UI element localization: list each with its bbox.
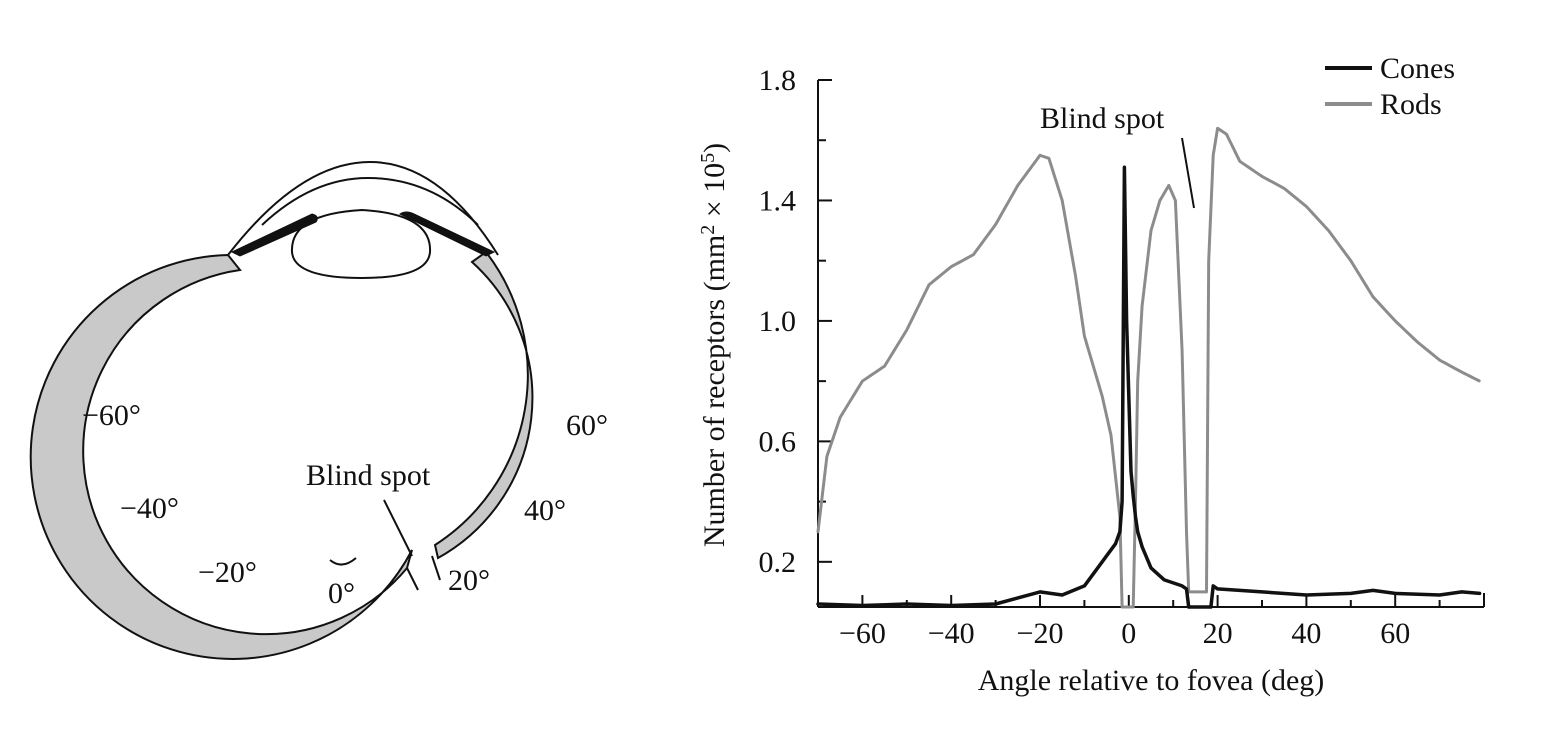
x-tick-label: 60 — [1380, 617, 1410, 650]
y-axis-label-sup1: 2 — [697, 225, 719, 235]
y-tick-label: 1.0 — [759, 305, 797, 338]
y-tick-label: 0.6 — [759, 425, 797, 458]
series-line-rods — [816, 126, 1482, 609]
lens — [290, 208, 432, 280]
eye-label-pos60: 60° — [566, 409, 608, 442]
y-tick-label: 1.8 — [759, 64, 797, 97]
y-axis-label-sup2: 5 — [697, 153, 719, 163]
y-axis-label-end: ) — [698, 143, 731, 153]
eye-label-neg40: −40° — [120, 492, 179, 525]
retina-band — [29, 253, 413, 660]
eye-label-pos40: 40° — [524, 494, 566, 527]
x-tick-label: −20 — [1017, 617, 1064, 650]
legend: Cones Rods — [1325, 52, 1455, 121]
cornea-inner — [261, 176, 479, 226]
fovea-dip — [329, 557, 357, 566]
eye-label-neg60: −60° — [82, 399, 141, 432]
y-axis-label: Number of receptors (mm2 × 105) — [697, 143, 731, 547]
series-layer — [816, 126, 1482, 609]
y-axis-label-main: Number of receptors (mm — [698, 235, 731, 547]
y-tick-label: 0.2 — [759, 546, 797, 579]
y-tick-label: 1.4 — [759, 184, 797, 217]
y-axis-label-mid: × 10 — [698, 163, 731, 225]
eye-diagram: −60° −40° −20° 0° 20° 40° 60° Blind spot — [29, 160, 608, 660]
x-tick-label: 40 — [1291, 617, 1321, 650]
legend-label-cones: Cones — [1380, 52, 1455, 85]
optic-nerve-line-left — [406, 567, 419, 591]
chart-axes — [817, 80, 1485, 608]
series-line-cones — [816, 165, 1482, 609]
iris-right — [398, 211, 496, 257]
chart-blind-spot-label: Blind spot — [1040, 102, 1165, 135]
x-tick-label: 0 — [1121, 617, 1136, 650]
x-tick-label: 20 — [1203, 617, 1233, 650]
eye-label-zero: 0° — [328, 577, 355, 610]
chart-blind-spot-pointer — [1181, 137, 1195, 209]
eye-label-neg20: −20° — [198, 556, 257, 589]
receptor-density-chart: −60 −40 −20 0 20 40 60 0.2 0.6 1.0 1.4 1.8 Angle r… — [697, 52, 1485, 697]
eye-blind-spot-label: Blind spot — [306, 459, 431, 492]
x-ticks: −60 −40 −20 0 20 40 60 — [817, 595, 1485, 650]
x-axis-label: Angle relative to fovea (deg) — [978, 664, 1325, 697]
retina-band-right — [433, 250, 534, 560]
eye-label-pos20: 20° — [448, 564, 490, 597]
y-ticks: 0.2 0.6 1.0 1.4 1.8 — [759, 64, 832, 579]
x-tick-label: −40 — [928, 617, 975, 650]
cornea-outer — [227, 160, 499, 256]
blind-spot-pointer — [383, 499, 413, 557]
iris-left — [230, 213, 318, 257]
x-tick-label: −60 — [839, 617, 886, 650]
legend-label-rods: Rods — [1380, 88, 1442, 121]
optic-nerve-line-right — [431, 555, 441, 581]
